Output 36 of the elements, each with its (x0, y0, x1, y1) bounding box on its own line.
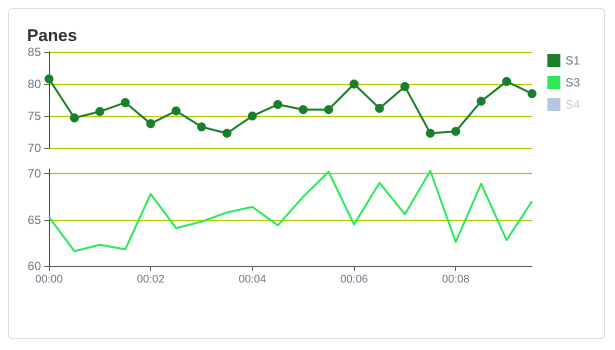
point (120, 98, 130, 108)
point (502, 76, 512, 86)
point (451, 126, 460, 136)
y-tick-label: 60 (28, 259, 42, 273)
line-series (48, 170, 533, 252)
legend-label: S1 (565, 54, 580, 68)
x-tick-label: 00:04 (238, 274, 266, 286)
point (172, 106, 181, 116)
y-tick-label: 75 (28, 109, 42, 123)
chart-title: Panes (27, 26, 78, 45)
y-tick-label: 80 (28, 77, 42, 91)
point (298, 105, 308, 114)
point (44, 74, 54, 84)
x-tick-label: 00:02 (136, 274, 164, 286)
point (95, 107, 104, 116)
point (146, 119, 156, 128)
y-tick-label: 65 (28, 212, 42, 227)
point (350, 80, 359, 88)
point (70, 113, 79, 122)
point (400, 82, 410, 92)
legend-label: S3 (565, 76, 580, 90)
y-tick-label: 70 (28, 166, 42, 181)
y-tick-label: 85 (28, 45, 42, 59)
point (324, 105, 334, 114)
point (374, 104, 384, 113)
point (273, 100, 282, 109)
point (248, 112, 257, 120)
point (426, 128, 435, 138)
y-tick-label: 70 (28, 141, 42, 155)
x-tick-label: 00:06 (340, 274, 368, 286)
point (476, 96, 486, 106)
x-tick-label: 00:00 (35, 274, 63, 286)
point (528, 89, 536, 98)
x-tick-label: 00:08 (442, 274, 470, 286)
point (197, 122, 206, 132)
point (222, 128, 232, 138)
